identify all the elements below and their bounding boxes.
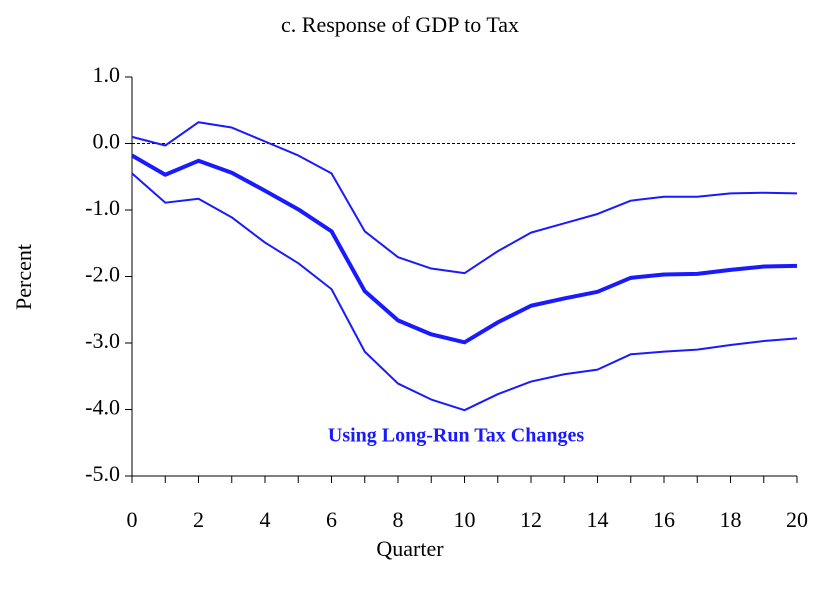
x-tick-label: 20 bbox=[786, 507, 808, 532]
y-tick-label: -5.0 bbox=[85, 461, 120, 486]
x-tick-label: 6 bbox=[326, 507, 337, 532]
x-tick-label: 2 bbox=[193, 507, 204, 532]
x-tick-label: 12 bbox=[520, 507, 542, 532]
y-tick-label: -3.0 bbox=[85, 328, 120, 353]
line-series bbox=[130, 153, 798, 345]
y-tick-label: -2.0 bbox=[85, 262, 120, 287]
x-axis-label: Quarter bbox=[376, 536, 444, 561]
y-axis-label: Percent bbox=[11, 244, 36, 310]
y-tick-label: 0.0 bbox=[93, 129, 121, 154]
chart-title: c. Response of GDP to Tax bbox=[281, 12, 519, 37]
x-tick-label: 0 bbox=[127, 507, 138, 532]
x-tick-label: 14 bbox=[587, 507, 609, 532]
y-tick-label: 1.0 bbox=[93, 62, 121, 87]
x-tick-label: 4 bbox=[260, 507, 271, 532]
x-tick-label: 16 bbox=[653, 507, 675, 532]
x-tick-label: 18 bbox=[720, 507, 742, 532]
x-tick-label: 10 bbox=[454, 507, 476, 532]
x-tick-label: 8 bbox=[393, 507, 404, 532]
annotation: Using Long-Run Tax Changes bbox=[328, 425, 584, 447]
y-tick-label: -4.0 bbox=[85, 395, 120, 420]
line-series bbox=[131, 121, 798, 275]
y-tick-label: -1.0 bbox=[85, 195, 120, 220]
line-series bbox=[131, 172, 798, 412]
